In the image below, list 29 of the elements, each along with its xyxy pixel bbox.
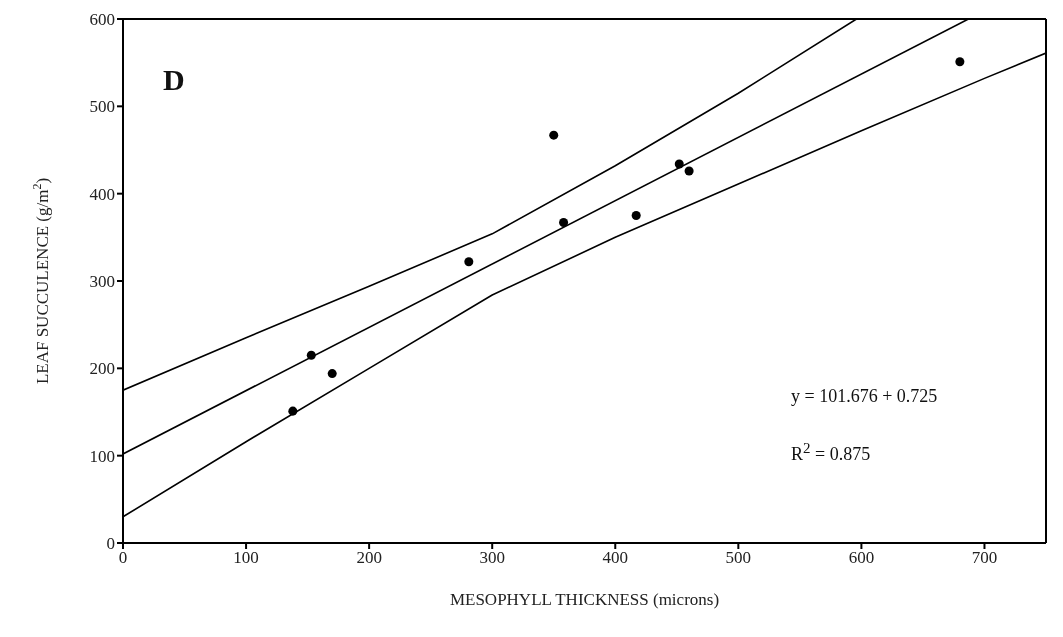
point [631,210,641,221]
x-tick-label: 700 [971,548,998,568]
point [327,369,337,379]
point [684,166,694,176]
y-tick-label: 600 [89,10,115,30]
annotation: R$^{2}$ = 0.875 [791,440,871,465]
x-tick-label: 100 [233,548,259,568]
x-tick-label: 500 [725,548,752,568]
x-axis-title: MESOPHYLL THICKNESS (microns) [449,590,720,609]
point [464,257,474,267]
x-tick-label: 200 [356,548,382,568]
x-tick-label: 400 [602,548,629,568]
y-tick-label: 0 [106,534,115,554]
y-tick-label: 500 [89,97,115,117]
point [306,350,316,360]
annotation: D [163,63,185,97]
point [559,217,569,227]
y-tick-label: 300 [89,272,115,292]
point [549,130,559,140]
point [674,159,684,169]
y-tick-label: 200 [89,359,115,379]
x-tick-label: 600 [848,548,875,568]
x-tick-label: 300 [479,548,505,568]
y-tick-label: 400 [89,184,115,204]
point [288,406,298,416]
y-tick-label: 100 [89,446,115,466]
point [955,57,965,67]
x-tick-label: 0 [118,548,128,568]
annotation: y = 101.676 + 0.725 [791,386,938,407]
